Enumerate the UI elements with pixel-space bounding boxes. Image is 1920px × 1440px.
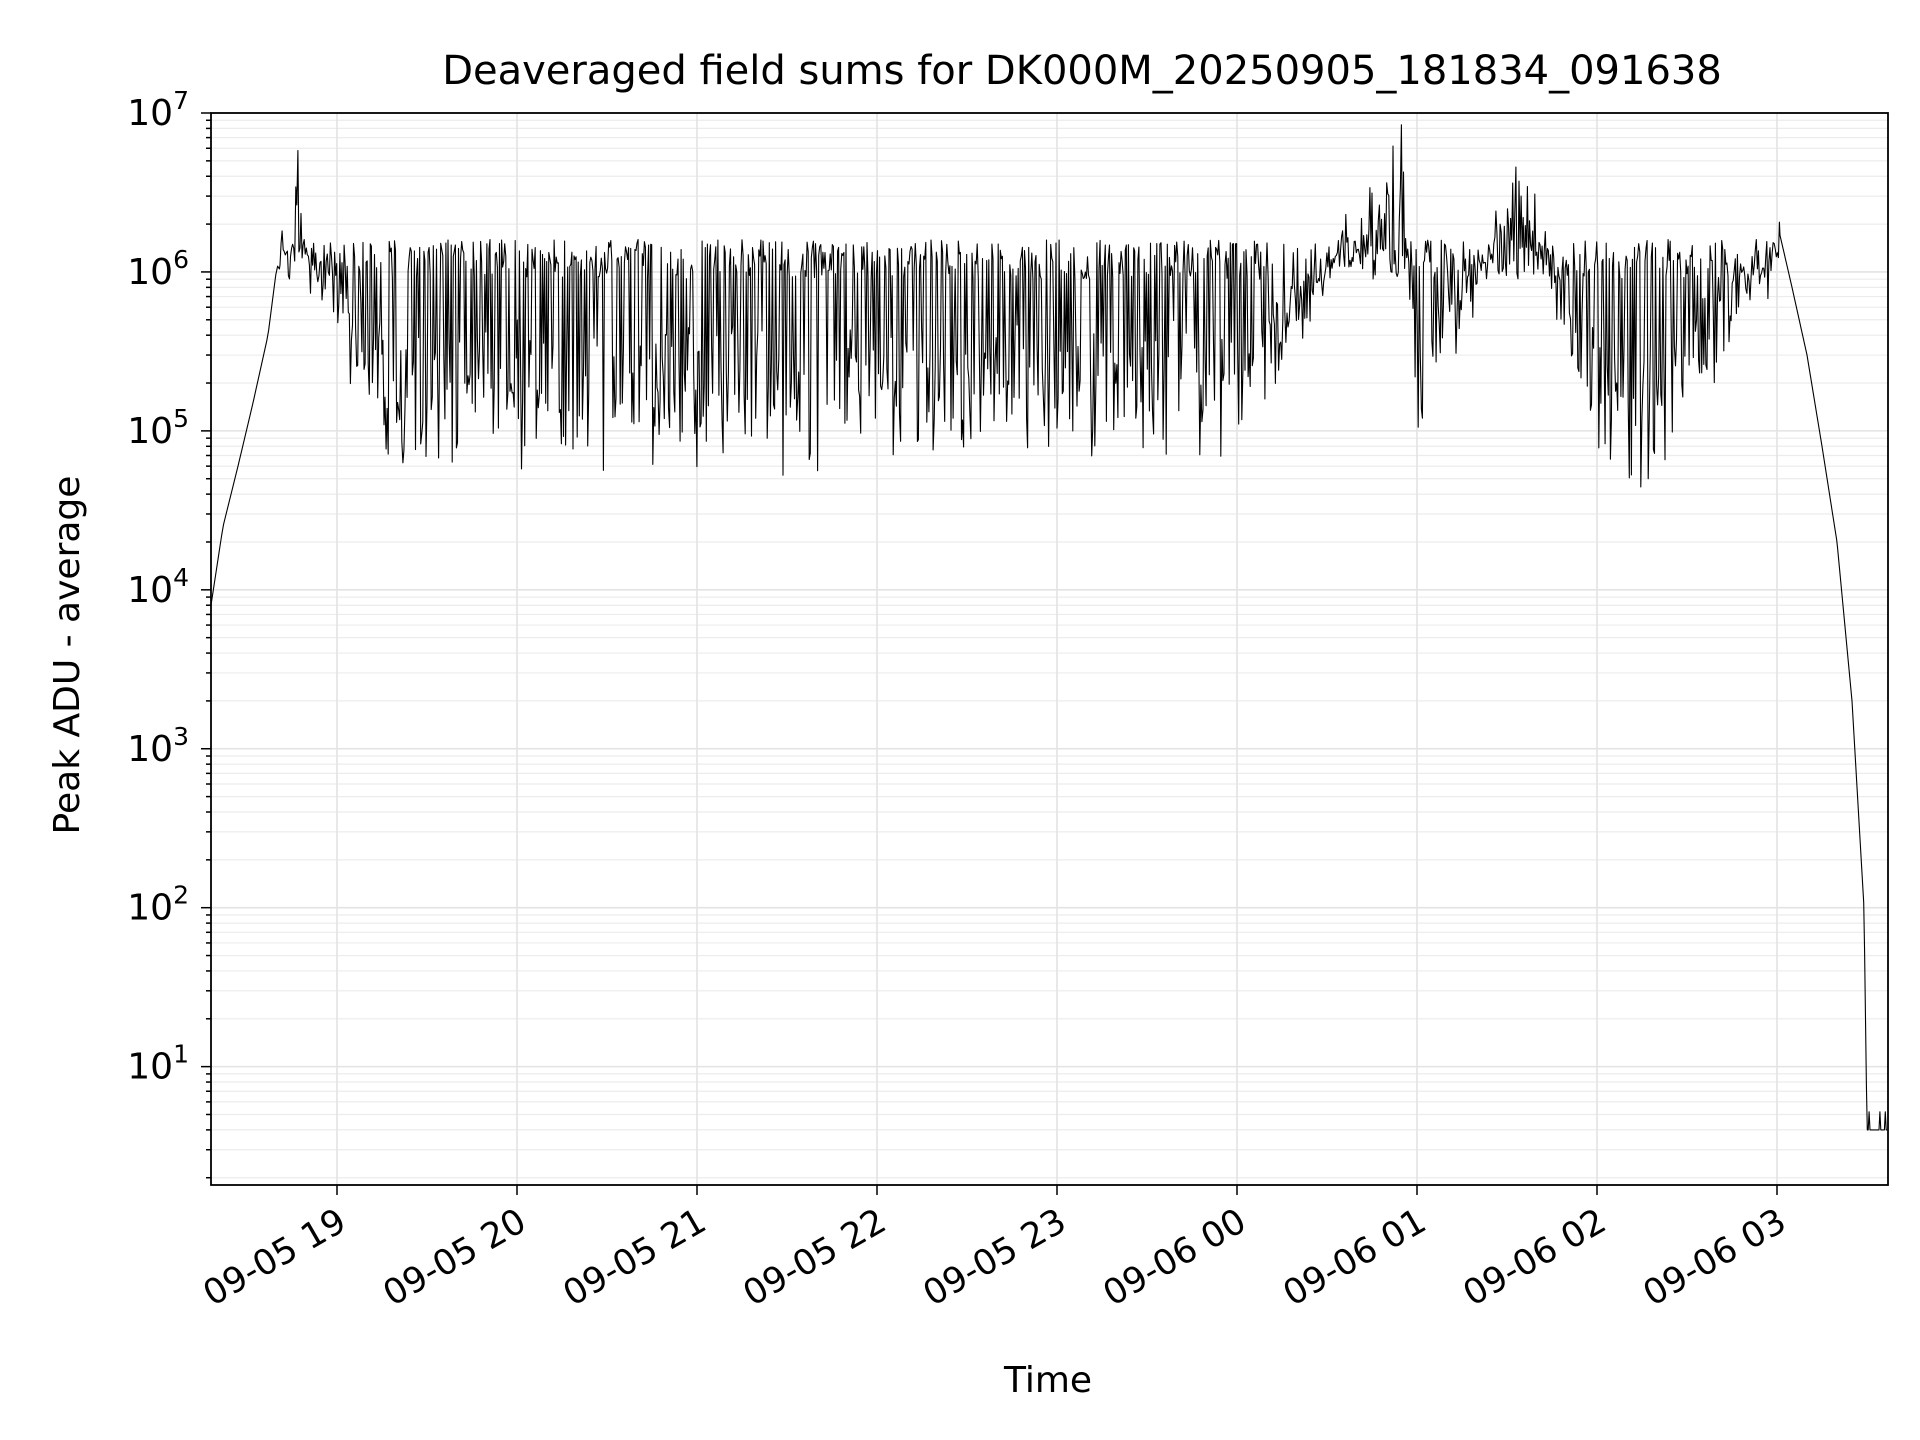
y-tick-label: 101 (127, 1040, 189, 1088)
series-line (210, 124, 1888, 1131)
plot-frame (210, 112, 1889, 1186)
chart-title: Deaveraged field sums for DK000M_2025090… (442, 48, 1722, 94)
x-axis-label: Time (1003, 1360, 1092, 1401)
y-tick-label: 107 (127, 86, 189, 134)
y-axis-label: Peak ADU - average (47, 476, 88, 835)
ticks (201, 112, 1778, 1195)
y-tick-label: 105 (127, 404, 189, 452)
y-tick-label: 102 (127, 881, 189, 929)
y-tick-label: 103 (127, 722, 189, 770)
y-tick-label: 106 (127, 245, 189, 293)
y-tick-label: 104 (127, 563, 189, 611)
